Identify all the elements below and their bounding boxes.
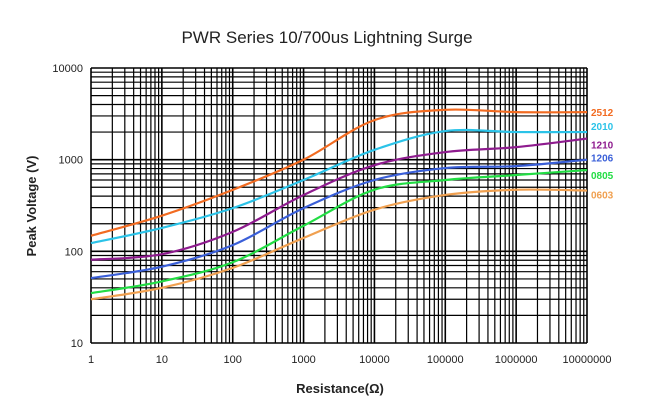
x-tick-label: 100000 — [427, 354, 464, 366]
x-tick-label: 1000 — [291, 354, 315, 366]
chart-title: PWR Series 10/700us Lightning Surge — [181, 28, 472, 47]
y-tick-label: 100 — [65, 246, 83, 258]
series-label-1206: 1206 — [591, 154, 614, 165]
x-tick-label: 10000 — [359, 354, 390, 366]
series-lines — [90, 108, 588, 301]
x-tick-label: 10000000 — [563, 354, 612, 366]
series-label-2512: 2512 — [591, 108, 614, 119]
y-tick-label: 10000 — [52, 63, 83, 75]
series-label-0805: 0805 — [591, 171, 614, 182]
y-tick-label: 10 — [71, 338, 83, 350]
series-line-2512 — [90, 108, 588, 237]
x-tick-label: 1 — [88, 354, 94, 366]
series-labels: 2512 2010 1210 1206 0805 0603 — [591, 108, 614, 201]
tick-labels: 1 10 100 1000 10000 100000 1000000 10000000 10 10… — [52, 63, 611, 366]
y-tick-label: 1000 — [59, 155, 83, 167]
x-axis-label: Resistance(Ω) — [296, 381, 384, 396]
series-line-2010 — [90, 128, 588, 245]
series-line-0805 — [90, 168, 588, 295]
x-tick-label: 1000000 — [495, 354, 538, 366]
y-axis-label: Peak Voltage (V) — [24, 156, 39, 257]
series-label-0603: 0603 — [591, 191, 614, 202]
x-tick-label: 10 — [156, 354, 168, 366]
series-line-0603 — [90, 188, 588, 301]
x-tick-label: 100 — [224, 354, 242, 366]
series-line-1206 — [90, 158, 588, 280]
series-line-1210 — [90, 137, 588, 261]
series-label-2010: 2010 — [591, 122, 614, 133]
series-label-1210: 1210 — [591, 141, 614, 152]
